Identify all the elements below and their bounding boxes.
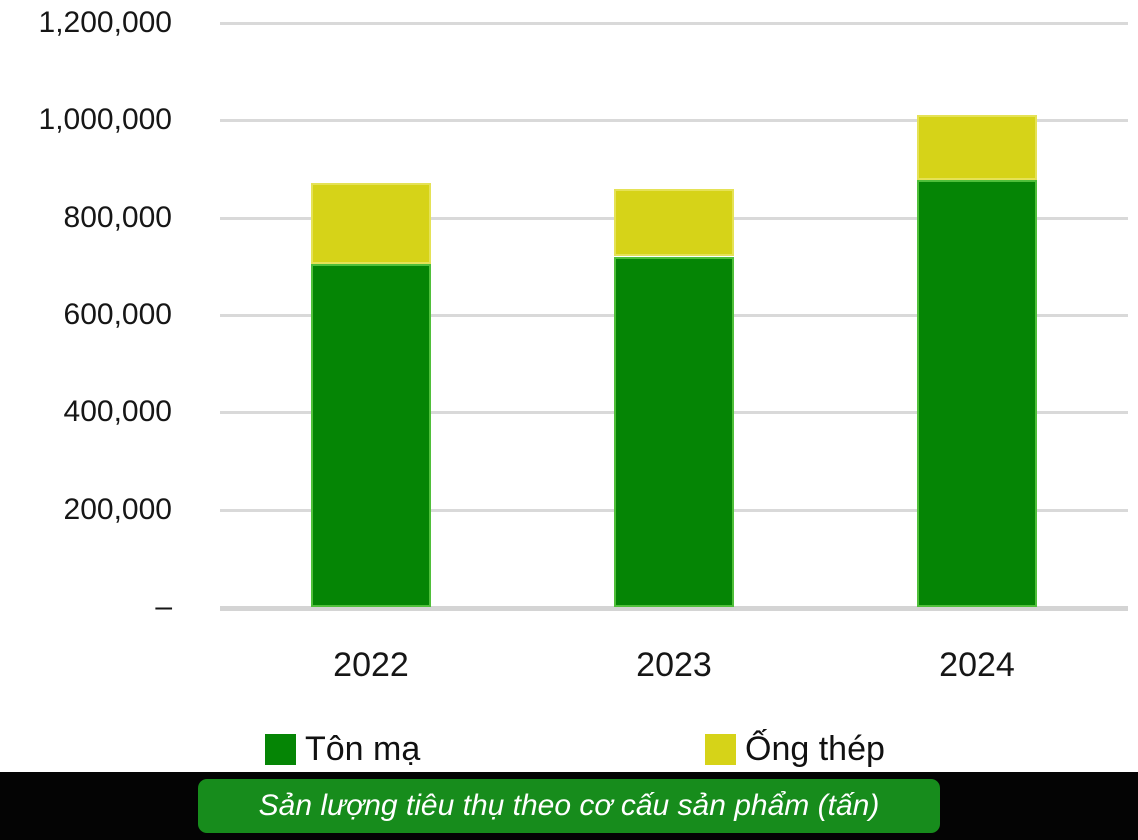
bar-segment-2023-Ống thép: [614, 189, 734, 256]
chart-title: Sản lượng tiêu thụ theo cơ cấu sản phẩm …: [198, 779, 940, 833]
bar-segment-2022-Ống thép: [311, 183, 431, 264]
baseline: [220, 606, 1128, 611]
x-tick-label-2024: 2024: [939, 646, 1015, 684]
legend-item-Ống thép: Ống thép: [705, 731, 885, 767]
bar-segment-2022-Tôn mạ: [311, 264, 431, 607]
legend-swatch-icon: [265, 733, 296, 765]
gridline: [220, 22, 1128, 25]
y-tick-label: 200,000: [63, 492, 172, 526]
title-banner-strip: Sản lượng tiêu thụ theo cơ cấu sản phẩm …: [0, 772, 1138, 840]
x-tick-label-2023: 2023: [636, 646, 712, 684]
legend-label: Ống thép: [745, 730, 885, 768]
y-tick-label: 600,000: [63, 298, 172, 331]
y-tick-label: –: [155, 590, 172, 623]
y-tick-label: 1,200,000: [38, 6, 172, 39]
x-tick-label-2022: 2022: [333, 646, 409, 684]
bar-segment-2024-Tôn mạ: [917, 180, 1037, 607]
legend-label: Tôn mạ: [305, 730, 421, 768]
legend-swatch-icon: [705, 733, 736, 765]
bar-segment-2024-Ống thép: [917, 115, 1037, 180]
y-tick-label: 800,000: [63, 200, 172, 234]
y-tick-label: 400,000: [63, 395, 172, 429]
bar-segment-2023-Tôn mạ: [614, 257, 734, 607]
y-tick-label: 1,000,000: [38, 103, 172, 137]
legend-item-Tôn mạ: Tôn mạ: [265, 731, 420, 767]
gridline: [220, 119, 1128, 123]
